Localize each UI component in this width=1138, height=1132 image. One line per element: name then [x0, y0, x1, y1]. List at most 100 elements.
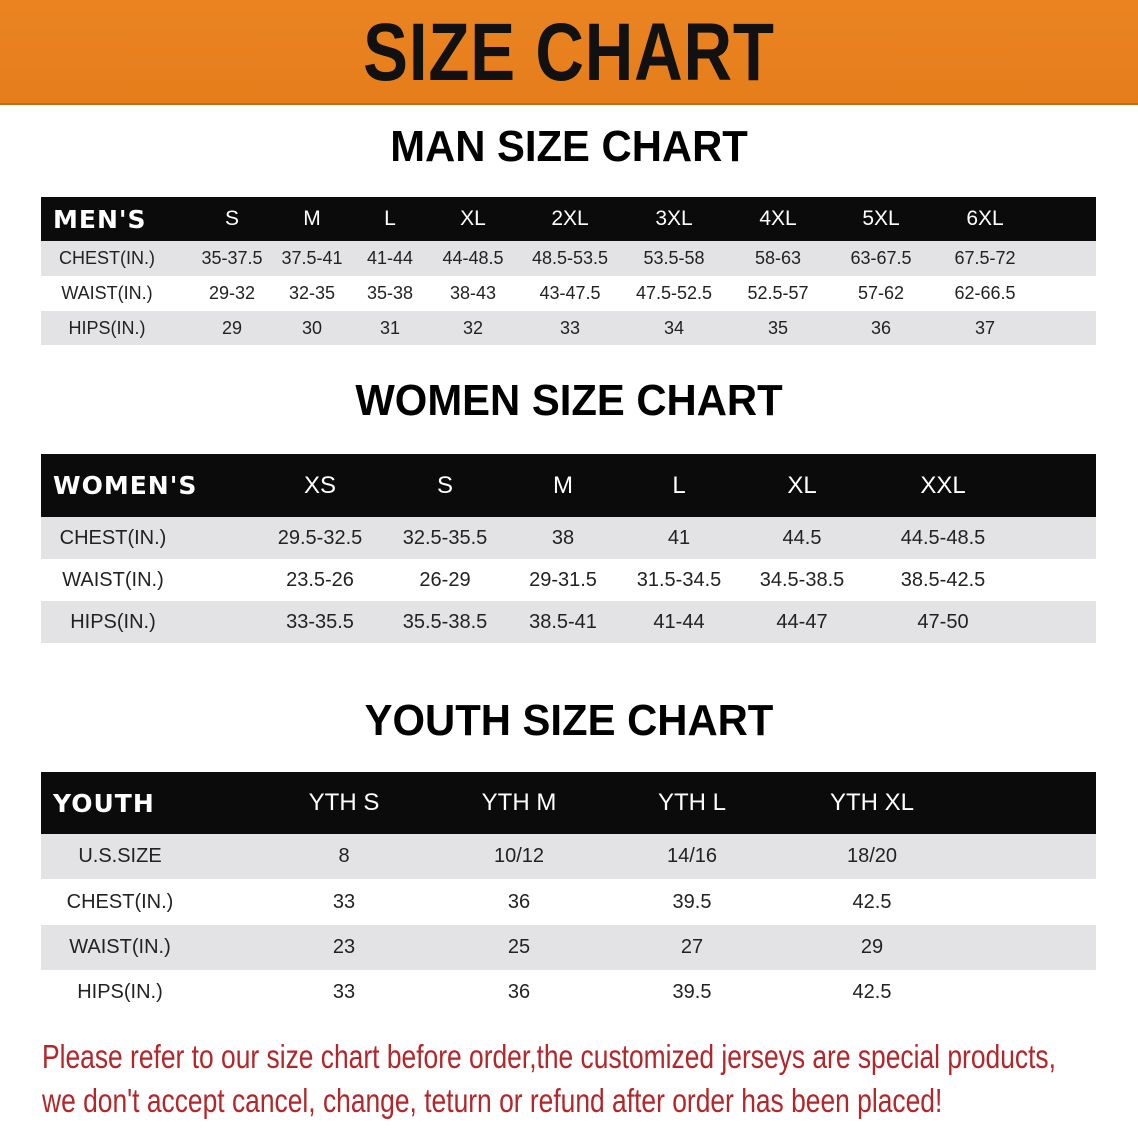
table-cell: 62-66.5: [954, 283, 1016, 303]
table-cell: 39.5: [672, 890, 712, 913]
table-cell: 35-37.5: [201, 248, 263, 268]
table-cell: 44-47: [776, 610, 828, 633]
table-cell: 29-32: [208, 283, 256, 303]
table-row: CHEST(IN.) 29.5-32.5 32.5-35.5 38 41 44.5 44.5…: [41, 517, 1096, 559]
size-header: YTH S: [308, 789, 380, 816]
table-cell: 37.5-41: [281, 248, 343, 268]
table-row: CHEST(IN.) 35-37.5 37.5-41 41-44 44-48.5 48.5…: [41, 241, 1096, 276]
table-cell: 44.5-48.5: [900, 526, 986, 549]
table-cell: 26-29: [419, 568, 471, 591]
women-size-table: WOMEN'S XS S M L XL XXL CHEST(IN.) 29.5-32.5 32.5…: [41, 454, 1096, 643]
table-cell: 29: [221, 317, 243, 338]
table-cell: 36: [507, 890, 531, 913]
table-cell: 39.5: [672, 981, 712, 1003]
row-label: CHEST(IN.): [59, 526, 167, 549]
size-header: 4XL: [759, 207, 797, 230]
women-header-label: WOMEN'S: [53, 471, 198, 500]
men-header-label: MEN'S: [53, 204, 147, 234]
table-cell: 41-44: [653, 610, 705, 633]
table-cell: 57-62: [857, 283, 905, 303]
row-label: WAIST(IN.): [69, 936, 171, 958]
table-row: WAIST(IN.) 23 25 27 29: [41, 925, 1096, 970]
table-cell: 38.5-42.5: [900, 568, 986, 591]
table-cell: 23: [332, 936, 356, 958]
table-cell: 41: [667, 526, 691, 549]
table-cell: 58-63: [754, 248, 802, 268]
table-cell: 23.5-26: [286, 568, 354, 591]
table-cell: 42.5: [852, 890, 892, 913]
size-header: S: [436, 471, 454, 499]
table-cell: 47.5-52.5: [635, 283, 713, 303]
table-cell: 33: [559, 317, 581, 338]
size-header: YTH XL: [829, 789, 915, 816]
table-cell: 30: [301, 317, 323, 338]
banner-title: SIZE CHART: [363, 7, 775, 98]
table-cell: 34.5-38.5: [759, 568, 845, 591]
table-cell: 38: [551, 526, 575, 549]
table-cell: 18/20: [846, 845, 898, 867]
table-row: WAIST(IN.) 23.5-26 26-29 29-31.5 31.5-34.5 34…: [41, 559, 1096, 601]
table-cell: 32.5-35.5: [402, 526, 488, 549]
row-label: CHEST(IN.): [59, 248, 155, 268]
table-cell: 43-47.5: [539, 283, 601, 303]
row-label: WAIST(IN.): [61, 283, 153, 303]
notice-line-1: Please refer to our size chart before or…: [42, 1038, 1056, 1075]
men-header-row: MEN'S S M L XL 2XL 3XL 4XL 5XL 6XL: [41, 197, 1096, 241]
table-cell: 10/12: [493, 845, 545, 867]
row-label: U.S.SIZE: [78, 845, 162, 867]
table-cell: 44.5: [782, 526, 822, 549]
table-cell: 53.5-58: [643, 248, 705, 268]
size-header: XL: [787, 471, 817, 499]
table-cell: 67.5-72: [954, 248, 1016, 268]
table-cell: 34: [663, 317, 685, 338]
table-cell: 35: [767, 317, 789, 338]
table-cell: 36: [870, 317, 892, 338]
size-header: YTH L: [657, 789, 727, 816]
youth-header-label: YOUTH: [53, 788, 155, 818]
table-cell: 31: [379, 317, 401, 338]
table-cell: 48.5-53.5: [531, 248, 609, 268]
row-label: HIPS(IN.): [68, 317, 146, 338]
table-row: HIPS(IN.) 29 30 31 32 33 34 35 36 37: [41, 311, 1096, 345]
size-header: XXL: [920, 471, 966, 499]
men-section-title: MAN SIZE CHART: [390, 122, 748, 171]
table-cell: 33-35.5: [286, 610, 354, 633]
table-row: WAIST(IN.) 29-32 32-35 35-38 38-43 43-47.5 47.…: [41, 276, 1096, 311]
table-cell: 14/16: [666, 845, 718, 867]
youth-header-row: YOUTH YTH S YTH M YTH L YTH XL: [41, 772, 1096, 834]
table-cell: 35.5-38.5: [402, 610, 488, 633]
table-cell: 29.5-32.5: [277, 526, 363, 549]
size-header: 3XL: [655, 207, 693, 230]
size-header: L: [672, 471, 686, 499]
banner: SIZE CHART: [0, 0, 1138, 105]
table-cell: 52.5-57: [747, 283, 809, 303]
row-label: CHEST(IN.): [66, 890, 174, 913]
size-header: L: [384, 207, 396, 230]
table-cell: 41-44: [366, 248, 414, 268]
row-label: HIPS(IN.): [70, 610, 156, 633]
table-cell: 36: [507, 981, 531, 1003]
table-row: HIPS(IN.) 33-35.5 35.5-38.5 38.5-41 41-44 44-…: [41, 601, 1096, 643]
size-header: M: [303, 207, 321, 230]
table-cell: 25: [507, 936, 531, 958]
row-label: HIPS(IN.): [77, 981, 163, 1003]
table-row: HIPS(IN.) 33 36 39.5 42.5: [41, 970, 1096, 1015]
size-header: M: [553, 471, 573, 499]
table-cell: 37: [974, 317, 996, 338]
women-section-title: WOMEN SIZE CHART: [355, 376, 783, 425]
table-cell: 63-67.5: [850, 248, 912, 268]
size-header: XS: [303, 471, 337, 499]
table-cell: 31.5-34.5: [636, 568, 722, 591]
table-row: CHEST(IN.) 33 36 39.5 42.5: [41, 879, 1096, 925]
table-cell: 35-38: [366, 283, 414, 303]
table-cell: 29-31.5: [529, 568, 597, 591]
size-header: 5XL: [862, 207, 900, 230]
table-cell: 44-48.5: [442, 248, 504, 268]
youth-section-title: YOUTH SIZE CHART: [364, 696, 774, 745]
size-header: 6XL: [966, 207, 1004, 230]
size-header: XL: [460, 207, 486, 230]
table-cell: 33: [332, 981, 356, 1003]
notice-line-2: we don't accept cancel, change, teturn o…: [42, 1082, 943, 1119]
table-row: U.S.SIZE 8 10/12 14/16 18/20: [41, 834, 1096, 879]
table-cell: 8: [338, 845, 350, 867]
